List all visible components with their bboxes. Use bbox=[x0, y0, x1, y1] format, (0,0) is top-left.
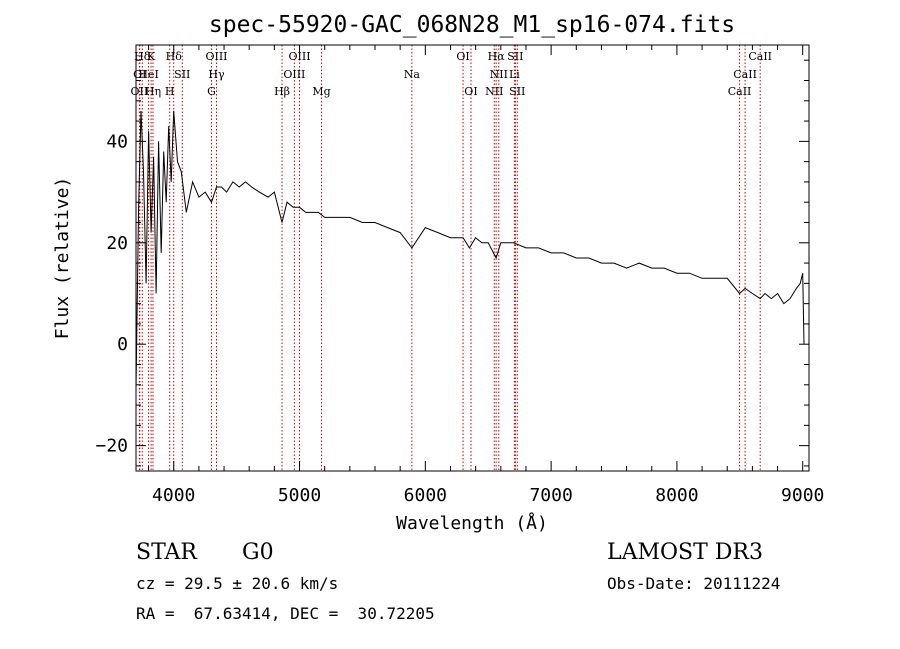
spectral-line-label: Hδ bbox=[166, 50, 183, 63]
chart-title: spec-55920-GAC_068N28_M1_sp16-074.fits bbox=[209, 12, 735, 38]
y-tick-label: 0 bbox=[117, 334, 128, 355]
x-tick-label: 9000 bbox=[781, 485, 824, 506]
ra-dec: RA = 67.63414, DEC = 30.72205 bbox=[136, 604, 435, 623]
spectral-line-label: Hη bbox=[145, 85, 161, 98]
spectral-line-label: K bbox=[147, 50, 156, 63]
x-axis-label: Wavelength (Å) bbox=[396, 512, 548, 534]
y-axis-label: Flux (relative) bbox=[52, 177, 73, 340]
spectral-line-label: OI bbox=[464, 85, 477, 98]
x-tick-label: 4000 bbox=[152, 485, 195, 506]
flux-series-line bbox=[135, 110, 805, 390]
x-tick-label: 5000 bbox=[278, 485, 321, 506]
spectral-line-label: OIII bbox=[205, 50, 227, 63]
spectral-line-label: CaII bbox=[748, 50, 772, 63]
cz-value: cz = 29.5 ± 20.6 km/s bbox=[136, 574, 339, 593]
spectral-line-label: SII bbox=[509, 85, 525, 98]
spectral-line-label: SII bbox=[174, 68, 190, 81]
spectral-line-label: Hα bbox=[488, 50, 506, 63]
obs-date: Obs-Date: 20111224 bbox=[607, 574, 781, 593]
spectral-line-label: Hβ bbox=[274, 85, 290, 98]
subclass-label: G0 bbox=[242, 540, 274, 565]
spectral-line-label: NII bbox=[485, 85, 503, 98]
spectral-line-label: CaII bbox=[728, 85, 752, 98]
spectral-line-label: Mg bbox=[312, 85, 330, 98]
y-tick-label: 20 bbox=[106, 233, 128, 254]
spectral-line-label: HeI bbox=[138, 68, 158, 81]
spectral-line-label: Na bbox=[404, 68, 421, 81]
spectral-line-label: Li bbox=[509, 68, 520, 81]
class-label: STAR bbox=[136, 540, 197, 565]
y-tick-label: 40 bbox=[106, 131, 128, 152]
y-tick-label: −20 bbox=[95, 436, 128, 457]
spectral-line-label: OIII bbox=[283, 68, 305, 81]
spectral-line-label: G bbox=[207, 85, 216, 98]
x-tick-label: 6000 bbox=[404, 485, 447, 506]
spectral-line-label: SII bbox=[507, 50, 523, 63]
y-axis: −20 0 20 40 bbox=[95, 59, 809, 467]
spectral-line-label: Hγ bbox=[208, 68, 225, 81]
spectral-line-label: CaII bbox=[733, 68, 757, 81]
spectral-line-label: OI bbox=[456, 50, 469, 63]
plot-frame bbox=[135, 44, 810, 472]
line-markers bbox=[138, 45, 761, 471]
survey-label: LAMOST DR3 bbox=[607, 540, 763, 565]
spectral-line-label: OII bbox=[131, 85, 149, 98]
x-axis: 4000 5000 6000 7000 8000 9000 bbox=[148, 45, 824, 506]
x-tick-label: 8000 bbox=[655, 485, 698, 506]
spectral-line-label: H bbox=[165, 85, 175, 98]
x-tick-label: 7000 bbox=[529, 485, 572, 506]
spectral-line-label: NII bbox=[490, 68, 508, 81]
spectral-line-label: OIII bbox=[289, 50, 311, 63]
